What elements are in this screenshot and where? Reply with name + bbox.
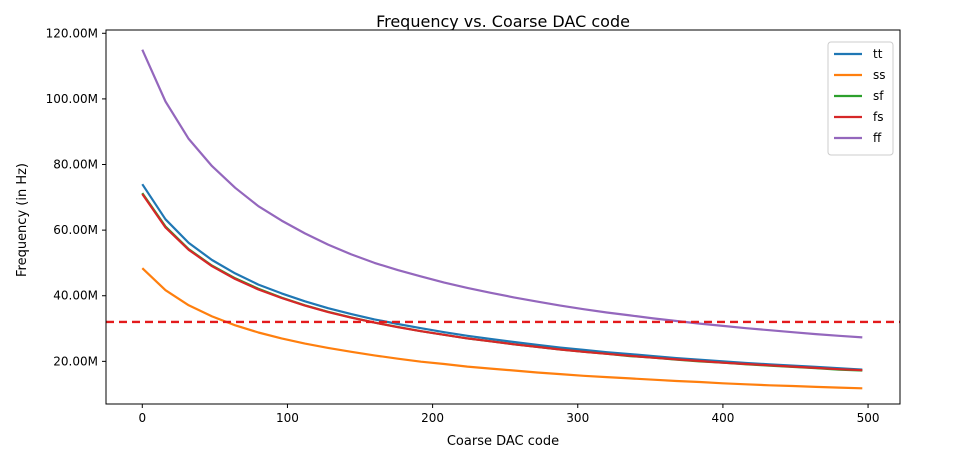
x-axis-label: Coarse DAC code <box>447 434 559 449</box>
series-line-fs <box>141 193 863 372</box>
y-tick-label: 20.00M <box>53 354 98 368</box>
plot-frame <box>105 29 901 405</box>
legend: tt ss sf fs ff <box>827 41 894 156</box>
y-tick-label: 120.00M <box>46 26 98 40</box>
x-tick-label: 0 <box>138 411 146 425</box>
plot-background <box>106 30 900 404</box>
legend-label-tt: tt <box>873 47 883 61</box>
x-axis: 0 100 200 300 400 500 <box>138 404 880 425</box>
x-tick-label: 400 <box>711 411 734 425</box>
x-tick-label: 500 <box>857 411 880 425</box>
y-tick-label: 80.00M <box>53 158 98 172</box>
y-tick-label: 100.00M <box>46 92 98 106</box>
y-tick-label: 40.00M <box>53 289 98 303</box>
plot-area <box>105 29 901 405</box>
legend-label-ss: ss <box>873 68 886 82</box>
x-tick-label: 300 <box>566 411 589 425</box>
y-axis: 20.00M 40.00M 60.00M 80.00M 100.00M 120.00M <box>46 26 106 368</box>
series-line-ff <box>141 49 863 339</box>
y-axis-label: Frequency (in Hz) <box>15 163 30 277</box>
chart-title: Frequency vs. Coarse DAC code <box>376 12 630 31</box>
legend-box <box>827 41 894 156</box>
series-layer <box>141 49 863 390</box>
x-tick-label: 200 <box>421 411 444 425</box>
legend-label-sf: sf <box>873 89 884 103</box>
series-line-ss <box>141 267 863 390</box>
y-tick-label: 60.00M <box>53 223 98 237</box>
legend-label-fs: fs <box>873 110 883 124</box>
legend-label-ff: ff <box>873 131 882 145</box>
x-tick-label: 100 <box>276 411 299 425</box>
